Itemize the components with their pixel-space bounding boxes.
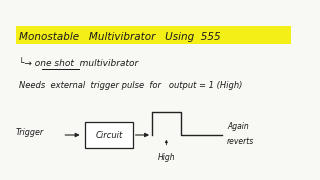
FancyBboxPatch shape <box>16 26 291 44</box>
Text: High: High <box>157 153 175 162</box>
Text: Again: Again <box>227 122 249 131</box>
Text: Needs  external  trigger pulse  for   output = 1 (High): Needs external trigger pulse for output … <box>19 81 243 90</box>
Text: Monostable   Multivibrator   Using  555: Monostable Multivibrator Using 555 <box>19 32 221 42</box>
Text: Circuit: Circuit <box>95 130 123 140</box>
FancyBboxPatch shape <box>85 122 133 148</box>
Text: Trigger: Trigger <box>16 128 44 137</box>
Text: └→ one shot  multivibrator: └→ one shot multivibrator <box>19 59 139 68</box>
Text: reverts: reverts <box>227 137 254 146</box>
